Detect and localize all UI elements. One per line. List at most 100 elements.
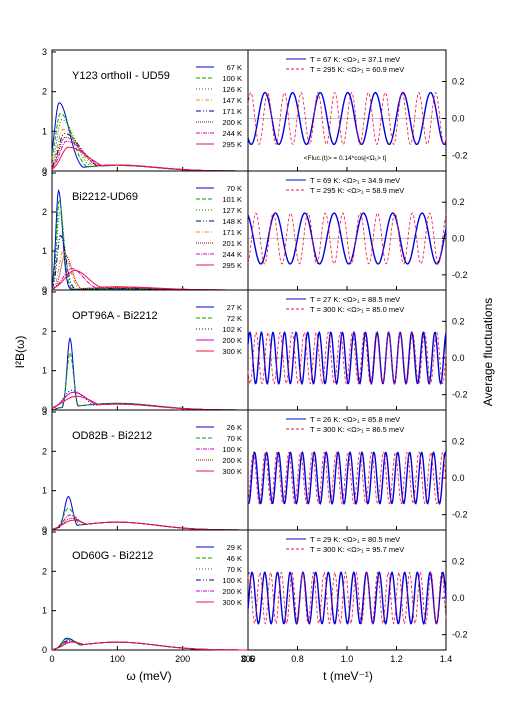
series-line <box>51 235 248 291</box>
series-line <box>51 351 248 411</box>
series-line <box>247 92 447 145</box>
legend-label: 100 K <box>222 576 242 585</box>
legend-label: 126 K <box>222 85 242 94</box>
series-line <box>51 389 248 411</box>
legend-label: T = 300 K: <Ω>₁ = 95.7 meV <box>310 545 404 554</box>
legend-label: 201 K <box>222 239 242 248</box>
y-tick-label: 0.0 <box>452 114 465 124</box>
y-tick-label: 0.2 <box>452 197 465 207</box>
y-tick-label: 3 <box>42 527 47 537</box>
legend-label: T = 27 K: <Ω>₁ = 88.5 meV <box>310 295 400 304</box>
series-line <box>51 250 248 291</box>
y-tick-label: -0.2 <box>452 630 468 640</box>
x-tick-label: 1.0 <box>341 654 354 664</box>
legend-label: T = 67 K: <Ω>₁ = 37.1 meV <box>310 55 400 64</box>
right-y-axis-label: Average fluctuations <box>481 298 495 407</box>
series-line <box>51 336 248 411</box>
series-line <box>51 188 248 291</box>
legend-label: 70 K <box>227 565 242 574</box>
legend-label: 300 K <box>222 347 242 356</box>
legend-label: 29 K <box>227 543 242 552</box>
series-line <box>51 198 248 291</box>
y-tick-label: 0.0 <box>452 593 465 603</box>
y-tick-label: 0.2 <box>452 556 465 566</box>
legend-label: 100 K <box>222 445 242 454</box>
legend-label: T = 295 K: <Ω>₁ = 58.9 meV <box>310 186 404 195</box>
legend-label: 127 K <box>222 206 242 215</box>
series-line <box>51 391 248 411</box>
series-line <box>51 268 248 291</box>
left-y-axis-label: I²B(ω) <box>13 336 27 369</box>
panel-frame <box>51 170 249 291</box>
cosine-annotation: <Fluc.(t)> = 0.14*cos[<Ω₁> t] <box>304 155 387 162</box>
series-line <box>51 132 248 172</box>
legend-label: 102 K <box>222 325 242 334</box>
series-line <box>51 395 248 411</box>
series-line <box>247 331 447 385</box>
y-tick-label: 0 <box>42 285 47 295</box>
legend-label: 46 K <box>227 554 242 563</box>
y-tick-label: 3 <box>42 287 47 297</box>
right-panel-5: -0.2 0.0 0.2 0.6 0.8 1.0 1.2 1.4 T = 29 K: <Ω>₁ … <box>242 529 468 664</box>
y-tick-label: 3 <box>42 47 47 57</box>
y-tick-label: 0.0 <box>452 473 465 483</box>
legend-label: 244 K <box>222 129 242 138</box>
panel-frame <box>51 529 249 651</box>
x-tick-label: 300 <box>240 654 255 664</box>
y-tick-label: 1 <box>42 366 47 376</box>
y-tick-label: 0 <box>42 525 47 535</box>
series-line <box>51 640 248 651</box>
y-tick-label: -0.2 <box>452 151 468 161</box>
y-tick-label: 0.2 <box>452 436 465 446</box>
legend-label: 295 K <box>222 140 242 149</box>
legend-label: T = 295 K: <Ω>₁ = 60.9 meV <box>310 65 404 74</box>
series-line <box>51 211 248 291</box>
x-tick-label: 1.4 <box>440 654 453 664</box>
y-tick-label: 2 <box>42 87 47 97</box>
y-tick-label: 1 <box>42 246 47 256</box>
left-panel-3: 0 1 2 3 OPT96A - Bi2212 27 K 72 K 102 K 200 K 300… <box>42 287 249 415</box>
legend-label: 26 K <box>227 423 242 432</box>
legend-label: 300 K <box>222 467 242 476</box>
y-tick-label: 0 <box>42 645 47 655</box>
y-tick-label: 0 <box>42 405 47 415</box>
legend-label: 200 K <box>222 336 242 345</box>
legend-label: 70 K <box>227 434 242 443</box>
y-tick-label: 2 <box>42 326 47 336</box>
legend-label: 244 K <box>222 250 242 259</box>
series-line <box>247 571 447 625</box>
series-line <box>247 450 447 506</box>
panel-title: OPT96A - Bi2212 <box>72 310 158 322</box>
y-tick-label: 0.0 <box>452 353 465 363</box>
x-tick-label: 0 <box>49 654 54 664</box>
legend-label: 148 K <box>222 217 242 226</box>
legend-label: 200 K <box>222 587 242 596</box>
series-line <box>51 507 248 531</box>
legend-label: 171 K <box>222 228 242 237</box>
panel-title: OD60G - Bi2212 <box>72 550 153 562</box>
left-x-axis-label: ω (meV) <box>126 669 171 683</box>
x-tick-label: 0.6 <box>242 654 255 664</box>
panel-title: OD82B - Bi2212 <box>72 430 152 442</box>
legend-label: 200 K <box>222 456 242 465</box>
legend-label: T = 300 K: <Ω>₁ = 85.0 meV <box>310 305 404 314</box>
legend-label: 70 K <box>227 184 242 193</box>
panel-frame <box>51 49 249 172</box>
series-line <box>247 330 447 386</box>
series-line <box>51 113 248 172</box>
y-tick-label: -0.2 <box>452 510 468 520</box>
x-tick-label: 200 <box>175 654 190 664</box>
panel-title: Bi2212-UD69 <box>72 191 138 203</box>
panel-frame <box>51 409 249 531</box>
panel-frame <box>51 289 249 411</box>
y-tick-label: 0.2 <box>452 316 465 326</box>
legend-label: T = 300 K: <Ω>₁ = 86.5 meV <box>310 425 404 434</box>
y-tick-label: 2 <box>42 446 47 456</box>
y-tick-label: 3 <box>42 168 47 178</box>
left-panel-1: 0 1 2 3 Y123 orthoII - UD59 67 K 100 K 126 K 147… <box>42 47 249 176</box>
